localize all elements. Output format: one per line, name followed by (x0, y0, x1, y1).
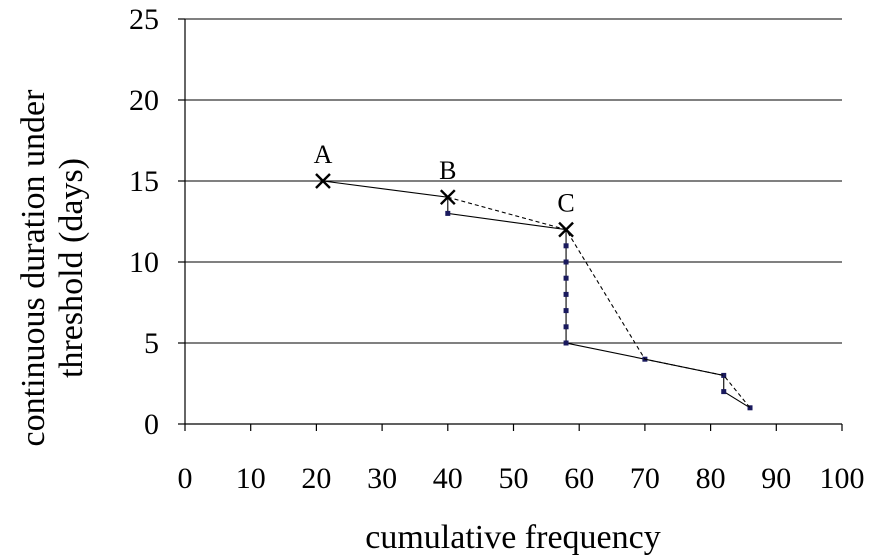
dashed-series-line (447, 196, 751, 409)
data-series (322, 180, 753, 411)
x-tick-label: 60 (564, 462, 594, 495)
y-tick-label: 0 (144, 408, 159, 441)
data-point-marker (563, 340, 569, 346)
x-marker-stroke (558, 221, 574, 238)
data-point-marker (563, 243, 569, 249)
y-axis-ticks: 0 5 10 15 20 25 (129, 3, 185, 441)
x-tick-label: 30 (367, 462, 397, 495)
data-point-marker (721, 389, 727, 395)
data-point-marker (563, 259, 569, 265)
annotation-c: C (557, 189, 575, 238)
x-axis-ticks: 0 10 20 30 40 50 60 70 80 90 100 (178, 424, 865, 495)
y-tick-label: 15 (129, 165, 159, 198)
y-tick-label: 20 (129, 84, 159, 117)
data-point-marker (563, 291, 569, 297)
data-point-marker (563, 275, 569, 281)
x-tick-label: 0 (178, 462, 193, 495)
data-point-marker (445, 210, 451, 216)
y-tick-label: 25 (129, 3, 159, 36)
x-marker-stroke (439, 189, 456, 206)
data-point-marker (721, 372, 727, 378)
data-point-marker (563, 308, 569, 314)
annotation-a: A (314, 140, 333, 189)
x-tick-label: 40 (433, 462, 463, 495)
solid-series-line (322, 180, 751, 409)
x-tick-label: 50 (499, 462, 529, 495)
y-tick-label: 10 (129, 246, 159, 279)
annotation-label: A (314, 140, 333, 169)
y-tick-label: 5 (144, 327, 159, 360)
x-tick-label: 100 (820, 462, 865, 495)
annotation-label: C (557, 189, 574, 218)
x-tick-label: 80 (696, 462, 726, 495)
axes (184, 19, 842, 425)
x-tick-label: 70 (630, 462, 660, 495)
annotation-label: B (439, 156, 456, 185)
point-annotations: A B C (314, 140, 575, 238)
x-tick-label: 90 (761, 462, 791, 495)
x-tick-label: 10 (236, 462, 266, 495)
annotation-b: B (439, 156, 456, 206)
x-axis-title: cumulative frequency (365, 519, 660, 556)
y-axis-title-line-1: continuous duration under (15, 89, 52, 447)
data-point-marker (563, 324, 569, 330)
x-marker-stroke (315, 173, 331, 189)
y-axis-title-line-2: threshold (days) (53, 158, 90, 378)
grid-lines (185, 18, 842, 344)
x-tick-label: 20 (301, 462, 331, 495)
data-point-marker (747, 405, 753, 411)
